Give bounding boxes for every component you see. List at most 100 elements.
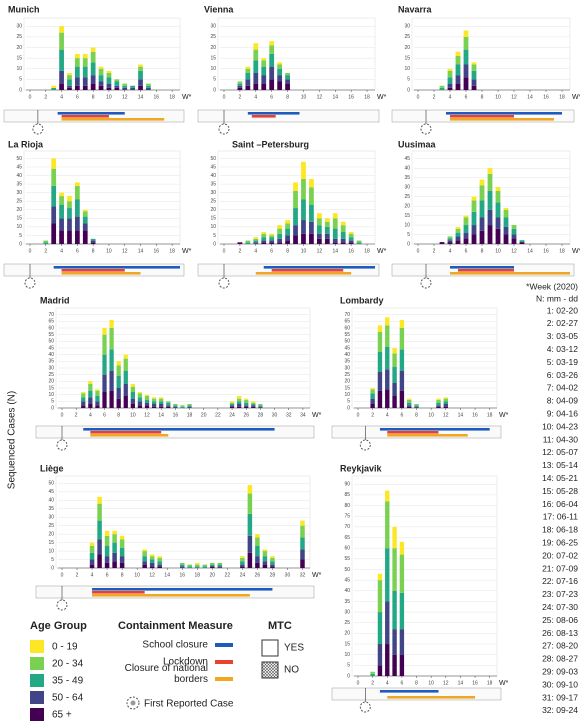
bar-segment [217,566,223,568]
y-tick-label: 10 [210,224,216,230]
bar-segment [123,396,128,408]
bar-segment [244,405,249,407]
x-tick-label: 0 [29,94,32,100]
measure-bar [387,696,476,699]
y-tick-label: 30 [48,365,54,371]
x-tick-label: 4 [449,248,452,254]
y-tick-label: 0 [19,241,22,247]
bar-segment [229,405,235,407]
bar-segment [511,225,517,229]
legend-swatch [215,643,233,647]
bar-segment [116,361,121,366]
bar-segment [119,535,125,540]
y-tick-label: 40 [210,173,216,179]
bar-segment [253,242,259,244]
bar-segment [399,349,405,371]
legend-label: School closure [142,640,208,651]
bar-segment [67,87,72,90]
y-tick-label: 50 [344,339,350,345]
measure-bar [387,434,468,437]
x-tick-label: 6 [465,94,468,100]
y-tick-label: 80 [344,503,350,509]
y-tick-label: 50 [16,156,22,162]
x-tick-label: 30 [272,412,278,418]
y-tick-label: 45 [344,345,350,351]
week-row: 23: 07-23 [542,589,578,599]
bar-segment [503,209,509,218]
bar-segment [137,401,143,406]
measure-bar [271,269,344,272]
bar-segment [285,235,290,241]
y-tick-label: 10 [16,66,22,72]
bar-segment [240,564,245,567]
bar-segment [59,70,64,84]
bar-segment [95,405,100,408]
bar-segment [229,406,235,408]
bar-segment [300,537,305,550]
bar-segment [377,372,383,391]
plot-frame [23,150,181,245]
bar-segment [51,85,57,88]
bar-segment [316,213,322,219]
y-tick-label: 10 [344,392,350,398]
bar-segment [237,81,243,84]
y-tick-label: 70 [48,312,54,318]
bar-segment [102,392,107,408]
bar-segment [447,70,453,78]
y-tick-label: 15 [344,641,350,647]
bar-segment [309,204,314,222]
bar-segment [109,328,114,350]
bar-segment [90,75,96,84]
bar-segment [471,79,477,86]
y-tick-label: 30 [404,24,410,30]
x-tick-label: 24 [229,412,235,418]
legend-label: NO [284,665,299,676]
bar-segment [138,70,143,80]
bar-segment [407,402,412,406]
x-tick-label: 28 [258,412,264,418]
bar-segment [109,349,114,371]
bar-segment [261,240,267,243]
bar-segment [479,200,485,218]
y-tick-label: 25 [404,34,410,40]
bar-segment [471,234,477,244]
measure-bar [92,588,273,591]
bar-segment [109,390,114,408]
bar-segment [89,559,95,565]
bar-segment [447,83,453,88]
bar-segment [51,206,57,224]
bar-segment [244,402,249,406]
x-tick-label: 18 [169,248,175,254]
bar-segment [443,404,448,407]
bar-segment [392,396,397,408]
y-tick-label: 50 [48,339,54,345]
y-tick-label: 25 [48,372,54,378]
bar-segment [407,398,412,400]
measure-bar [61,269,125,272]
week-row: 1: 02-20 [547,305,578,315]
y-tick-label: 85 [344,492,350,498]
bar-segment [146,83,151,86]
bar-segment [399,554,405,593]
bar-segment [179,564,185,567]
y-tick-label: 0 [347,405,350,411]
y-tick-label: 65 [344,535,350,541]
bar-segment [122,87,128,90]
y-tick-label: 30 [210,24,216,30]
y-tick-label: 25 [404,194,410,200]
legend-title: Containment Measure [118,620,233,632]
legend-label: Lockdown [163,657,208,668]
week-row: 19: 06-25 [542,537,578,547]
bar-segment [261,83,267,90]
bar-segment [324,226,330,234]
bar-segment [253,73,259,84]
bar-segment [237,404,242,407]
measure-bar [247,112,300,115]
bar-segment [436,406,441,408]
week-row: 2: 02-27 [547,318,578,328]
panel: Reykjavik0510152025303540455055606570758… [331,463,509,713]
x-tick-label: 16 [154,94,160,100]
measure-bar [446,112,562,115]
bar-segment [90,238,96,241]
bar-segment [97,554,102,568]
